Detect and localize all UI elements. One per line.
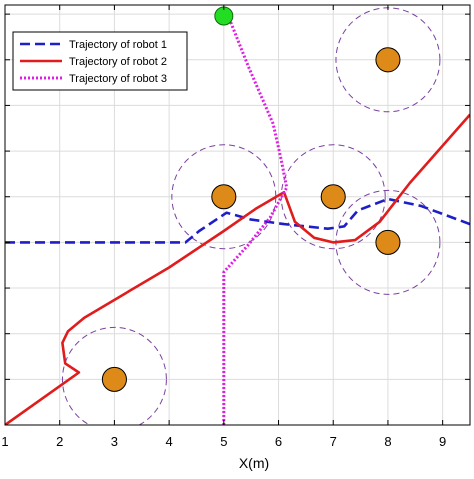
x-tick-label: 9 <box>439 434 446 449</box>
series-line-robot-2 <box>5 113 470 425</box>
obstacle-marker <box>375 47 401 73</box>
obstacle-marker <box>211 184 237 210</box>
obstacle-marker <box>320 184 346 210</box>
obstacle-layer <box>61 7 441 425</box>
plot-frame <box>4 4 471 426</box>
series-line-robot-3 <box>222 18 289 425</box>
x-tick-label: 7 <box>330 434 337 449</box>
legend-label-robot-2: Trajectory of robot 2 <box>69 56 167 68</box>
x-tick-label: 6 <box>275 434 282 449</box>
x-tick-label: 4 <box>166 434 173 449</box>
obstacle-marker <box>101 366 127 392</box>
series-line-robot-1 <box>5 197 470 244</box>
x-tick-label: 1 <box>1 434 8 449</box>
x-tick-label: 8 <box>384 434 391 449</box>
legend-label-robot-3: Trajectory of robot 3 <box>69 73 167 85</box>
x-axis-label: X(m) <box>239 455 269 471</box>
x-tick-label: 2 <box>56 434 63 449</box>
legend: Trajectory of robot 1 Trajectory of robot… <box>12 31 188 91</box>
tick-layer: 1 2 3 4 5 6 7 8 9 <box>1 5 470 449</box>
obstacle-marker <box>375 229 401 255</box>
series-layer <box>5 18 470 425</box>
x-tick-label: 5 <box>220 434 227 449</box>
x-tick-label: 3 <box>111 434 118 449</box>
legend-label-robot-1: Trajectory of robot 1 <box>69 39 167 51</box>
obstacle-safety-circle <box>61 326 167 425</box>
